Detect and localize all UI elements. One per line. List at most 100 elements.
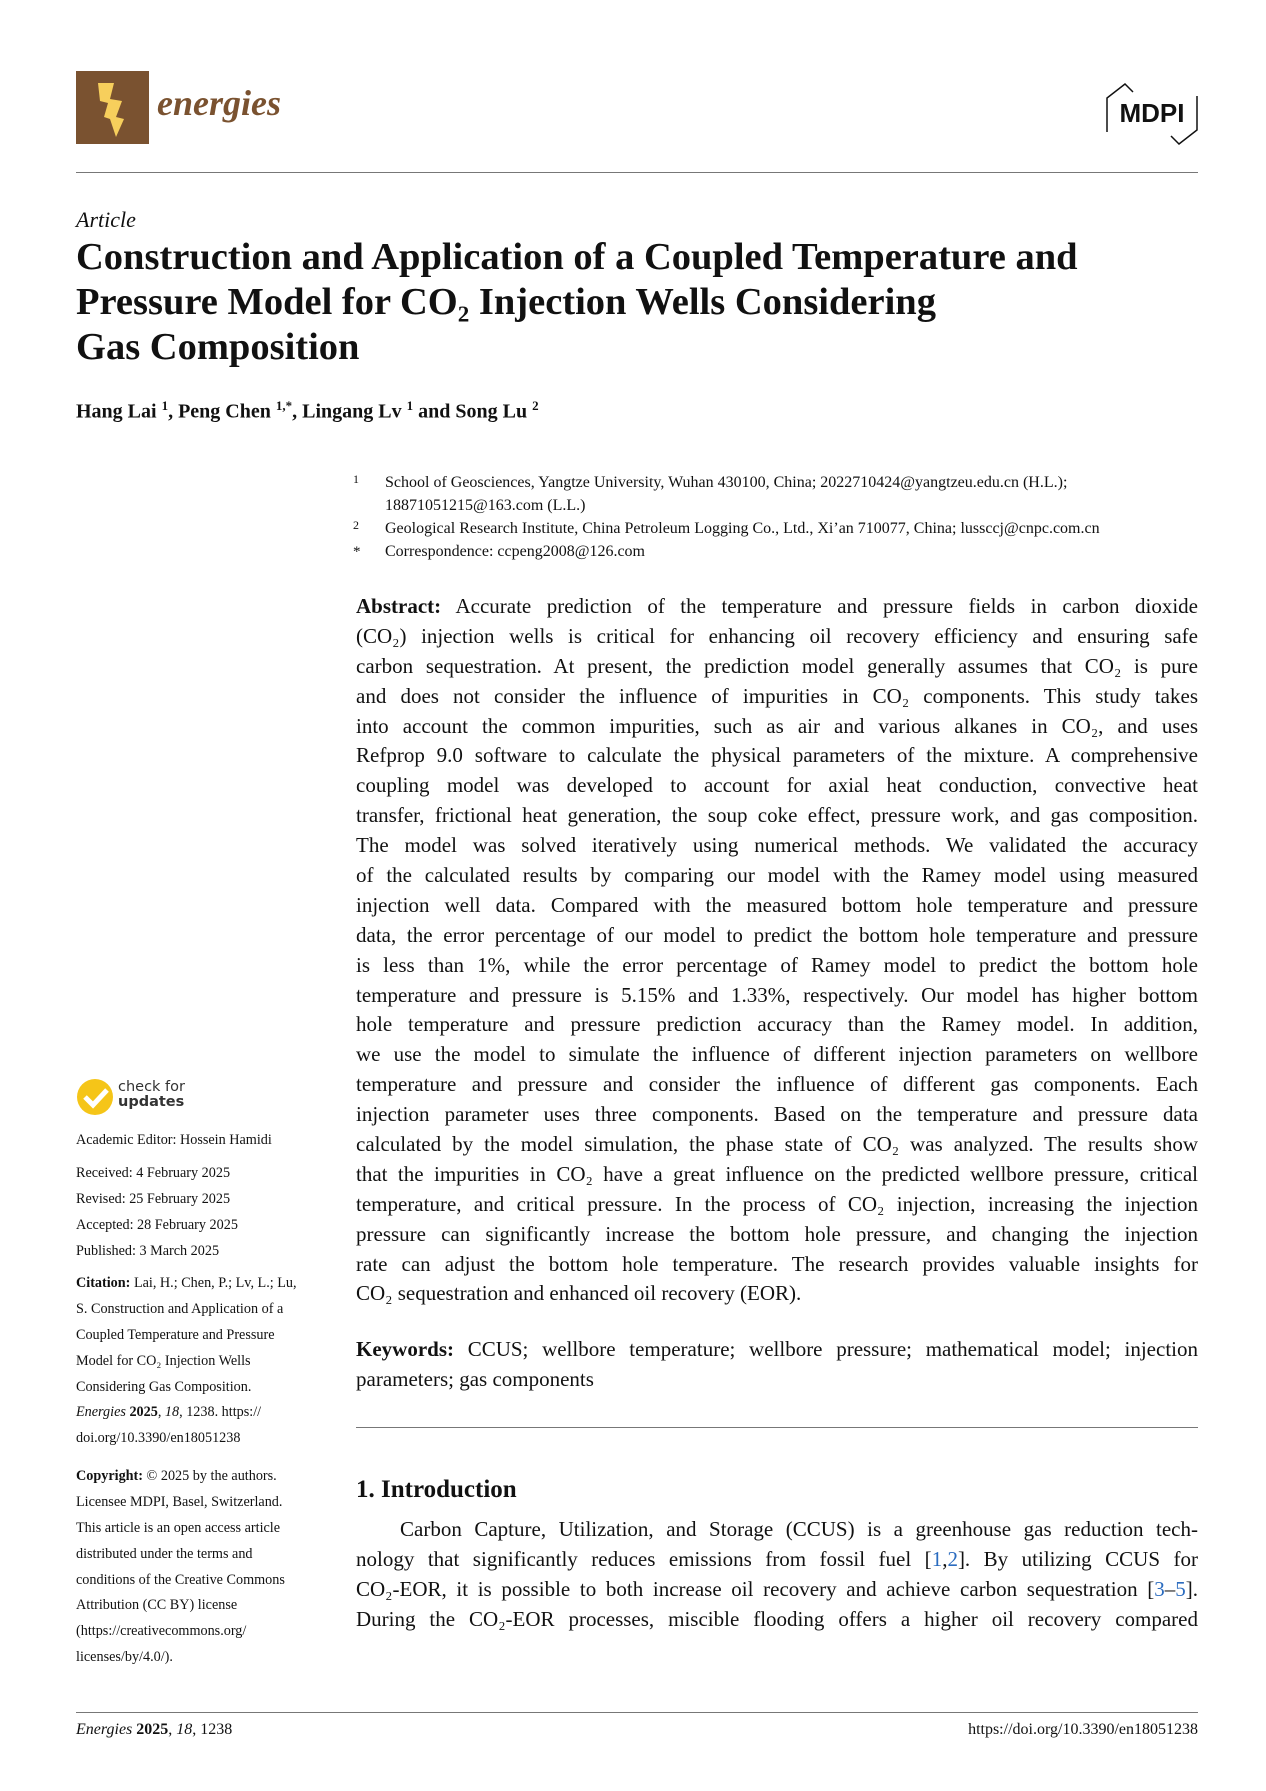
citation-doi-link[interactable]: , 1238. https:// bbox=[179, 1404, 262, 1421]
abstract-line: CO₂ sequestration and enhanced oil recov… bbox=[356, 1281, 802, 1306]
academic-editor: Academic Editor: Hossein Hamidi bbox=[76, 1128, 336, 1154]
abstract-label: Abstract: bbox=[356, 594, 442, 618]
abstract-line: temperature, and critical pressure. In t… bbox=[356, 1191, 1198, 1216]
author[interactable]: Song Lu bbox=[455, 400, 528, 423]
abstract-line: that the impurities in CO₂ have a great … bbox=[356, 1161, 1198, 1186]
section-divider bbox=[356, 1427, 1198, 1428]
citation-link[interactable]: 2 bbox=[947, 1546, 958, 1571]
text-line: Carbon Capture, Utilization, and Storage… bbox=[400, 1517, 1198, 1541]
copyright-block: Copyright: © 2025 by the authors. Licens… bbox=[76, 1464, 336, 1671]
abstract-line: temperature and pressure and consider th… bbox=[356, 1072, 1198, 1097]
footer-doi-link[interactable]: https://doi.org/10.3390/en18051238 bbox=[968, 1721, 1198, 1738]
abstract-line: Abstract: Accurate prediction of the tem… bbox=[356, 592, 1198, 622]
date-published: Published: 3 March 2025 bbox=[76, 1242, 220, 1259]
text: ]. By utilizing CCUS for bbox=[957, 1546, 1198, 1571]
text: CO₂-EOR, it is possible to both increase… bbox=[356, 1576, 1155, 1601]
abstract-line: injection well data. Compared with the m… bbox=[356, 892, 1198, 917]
section-heading: 1. Introduction bbox=[356, 1476, 517, 1503]
citation-text: S. Construction and Application of a bbox=[76, 1300, 284, 1317]
check-icon bbox=[77, 1079, 113, 1115]
keywords-text: parameters; gas components bbox=[356, 1366, 594, 1391]
author-affiliation: 2 bbox=[532, 398, 539, 413]
affiliation-number: 1 bbox=[353, 472, 359, 486]
header-divider bbox=[76, 172, 1198, 173]
copyright-text: Licensee MDPI, Basel, Switzerland. bbox=[76, 1493, 283, 1510]
citation-journal: Energies bbox=[76, 1404, 126, 1421]
citation-text: Model for CO₂ Injection Wells bbox=[76, 1352, 251, 1369]
copyright-text: This article is an open access article bbox=[76, 1519, 281, 1536]
license-link[interactable]: licenses/by/4.0/). bbox=[76, 1649, 173, 1666]
abstract-line: calculated by the model simulation, the … bbox=[356, 1132, 1198, 1157]
copyright-text: distributed under the terms and bbox=[76, 1545, 253, 1562]
abstract-line: data, the error percentage of our model … bbox=[356, 922, 1198, 947]
abstract-line: we use the model to simulate the influen… bbox=[356, 1042, 1198, 1067]
citation-text: Lai, H.; Chen, P.; Lv, L.; Lu, bbox=[130, 1275, 297, 1291]
abstract-line: The model was solved iteratively using n… bbox=[356, 833, 1198, 858]
abstract: Abstract: Accurate prediction of the tem… bbox=[356, 592, 1198, 1309]
affiliation-text: Geological Research Institute, China Pet… bbox=[385, 520, 1100, 537]
check-label: check for bbox=[118, 1079, 185, 1095]
editor-text: Academic Editor: Hossein Hamidi bbox=[76, 1132, 272, 1148]
abstract-line: is less than 1%, while the error percent… bbox=[356, 952, 1198, 977]
abstract-line: into account the common impurities, such… bbox=[356, 713, 1198, 738]
citation-link[interactable]: 5 bbox=[1175, 1576, 1186, 1601]
publication-dates: Received: 4 February 2025 Revised: 25 Fe… bbox=[76, 1161, 336, 1265]
abstract-line: and does not consider the influence of i… bbox=[356, 683, 1198, 708]
copyright-label: Copyright: bbox=[76, 1468, 143, 1484]
affiliation-text: School of Geosciences, Yangtze Universit… bbox=[385, 474, 1068, 491]
journal-name: energies bbox=[157, 83, 281, 123]
abstract-line: temperature and pressure is 5.15% and 1.… bbox=[356, 982, 1198, 1007]
article-type: Article bbox=[76, 207, 136, 232]
author[interactable]: Lingang Lv bbox=[302, 400, 402, 423]
footer-year: 2025 bbox=[136, 1721, 169, 1738]
author-list: Hang Lai 1, Peng Chen 1,*, Lingang Lv 1 … bbox=[76, 398, 539, 424]
license-link[interactable]: (https://creativecommons.org/ bbox=[76, 1623, 247, 1640]
copyright-text: conditions of the Creative Commons bbox=[76, 1571, 285, 1588]
affiliation-text: 18871051215@163.com (L.L.) bbox=[385, 497, 586, 514]
introduction-text: Carbon Capture, Utilization, and Storage… bbox=[356, 1515, 1198, 1635]
copyright-text: © 2025 by the authors. bbox=[143, 1468, 277, 1484]
keywords-label: Keywords: bbox=[356, 1337, 454, 1361]
footer-divider bbox=[76, 1712, 1198, 1713]
keywords: Keywords: CCUS; wellbore temperature; we… bbox=[356, 1335, 1198, 1395]
text-line: nology that significantly reduces emissi… bbox=[356, 1546, 1198, 1571]
author[interactable]: Hang Lai bbox=[76, 400, 157, 423]
title-line: Construction and Application of a Couple… bbox=[76, 236, 1078, 278]
separator: , bbox=[168, 400, 179, 423]
separator: , bbox=[292, 400, 303, 423]
abstract-line: transfer, frictional heat generation, th… bbox=[356, 803, 1198, 828]
publisher-name: MDPI bbox=[1120, 98, 1185, 128]
footer-page: 1238 bbox=[200, 1721, 233, 1738]
journal-logo bbox=[76, 71, 149, 144]
author[interactable]: Peng Chen bbox=[178, 400, 271, 423]
date-received: Received: 4 February 2025 bbox=[76, 1165, 231, 1181]
footer-journal: Energies bbox=[76, 1721, 133, 1738]
citation-doi-link[interactable]: doi.org/10.3390/en18051238 bbox=[76, 1430, 241, 1447]
paper-title: Construction and Application of a Couple… bbox=[76, 235, 1206, 370]
abstract-line: carbon sequestration. At present, the pr… bbox=[356, 653, 1198, 678]
copyright-text: Attribution (CC BY) license bbox=[76, 1597, 238, 1614]
updates-label: updates bbox=[118, 1094, 185, 1110]
footer-citation: Energies 2025, 18, 1238 bbox=[76, 1721, 233, 1738]
abstract-line: hole temperature and pressure prediction… bbox=[356, 1012, 1198, 1037]
author-affiliation: 1 bbox=[406, 398, 414, 413]
abstract-line: injection parameter uses three component… bbox=[356, 1102, 1198, 1127]
lightning-icon bbox=[98, 83, 124, 137]
citation-text: Considering Gas Composition. bbox=[76, 1378, 252, 1395]
author-affiliation: 1,* bbox=[275, 398, 293, 413]
abstract-line: pressure can significantly increase the … bbox=[356, 1221, 1198, 1246]
abstract-text: Accurate prediction of the temperature a… bbox=[441, 594, 1198, 618]
title-line: Gas Composition bbox=[76, 326, 360, 368]
abstract-line: (CO₂) injection wells is critical for en… bbox=[356, 623, 1198, 648]
affiliation-number: * bbox=[353, 544, 361, 560]
title-line: Pressure Model for CO₂ Injection Wells C… bbox=[76, 281, 936, 323]
citation-block: Citation: Lai, H.; Chen, P.; Lv, L.; Lu,… bbox=[76, 1271, 336, 1452]
abstract-line: coupling model was developed to account … bbox=[356, 773, 1198, 798]
separator: and bbox=[413, 400, 456, 423]
citation-link[interactable]: 1 bbox=[931, 1546, 943, 1571]
keywords-text: CCUS; wellbore temperature; wellbore pre… bbox=[454, 1337, 1198, 1361]
abstract-line: of the calculated results by comparing o… bbox=[356, 863, 1198, 888]
citation-link[interactable]: 3 bbox=[1154, 1576, 1165, 1601]
text-line: During the CO₂-EOR processes, miscible f… bbox=[356, 1606, 1198, 1631]
